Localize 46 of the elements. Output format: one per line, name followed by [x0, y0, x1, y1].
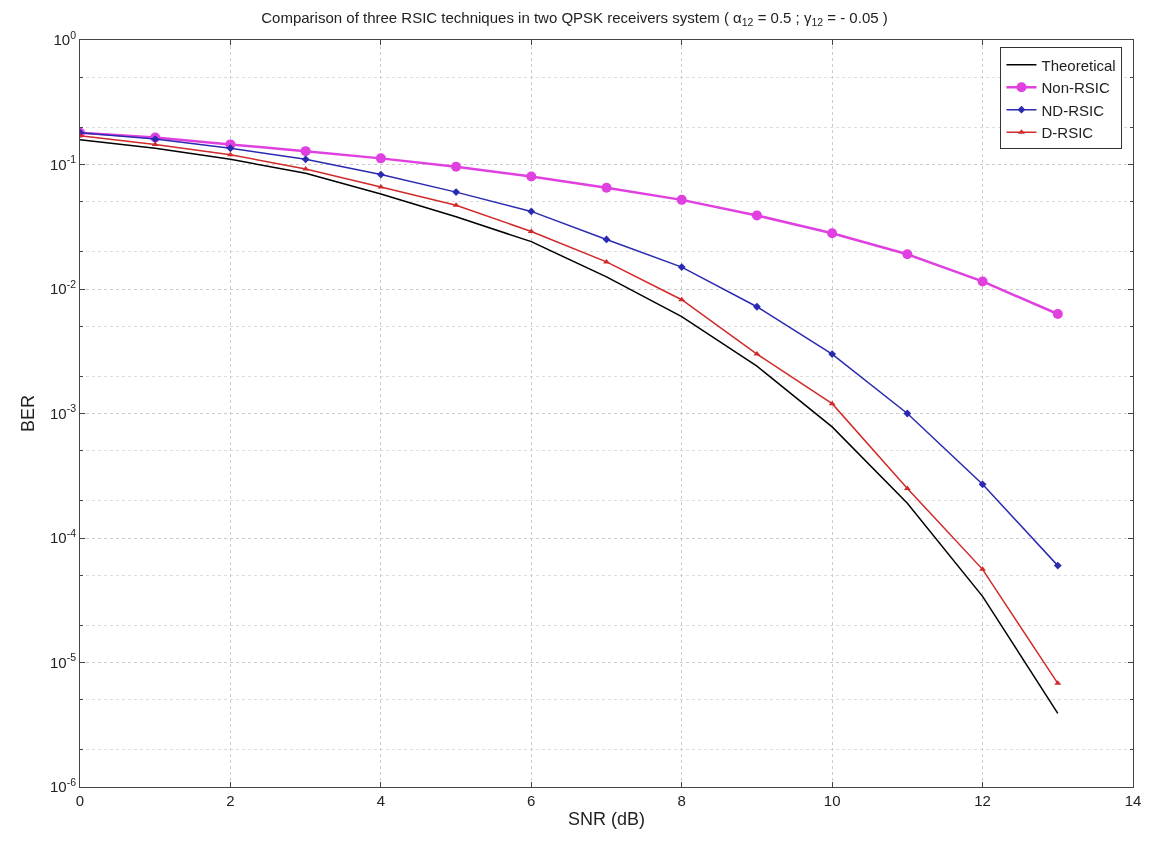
point [1053, 561, 1062, 570]
x-tick-label: 8 [677, 792, 686, 809]
x-axis-title: SNR (dB) [567, 809, 646, 830]
x-tick-label: 6 [527, 792, 536, 809]
point [1052, 308, 1063, 319]
point [226, 151, 234, 157]
point [452, 188, 460, 197]
point [753, 302, 761, 311]
point [978, 480, 987, 489]
y-tick-label: 10$^{-5}$ [49, 651, 77, 671]
y-tick-label: 10$^{-3}$ [49, 402, 77, 422]
y-tick-label: 10$^{-1}$ [49, 153, 77, 173]
point [301, 155, 310, 164]
point [451, 161, 462, 172]
point [902, 249, 913, 260]
point [676, 194, 687, 205]
y-tick-label: 10$^{-6}$ [49, 775, 77, 796]
point [977, 276, 988, 287]
x-tick-label: 0 [75, 792, 85, 809]
legend-label: D-RSIC [1041, 124, 1094, 142]
x-tick-label: 10 [823, 792, 841, 809]
point [601, 182, 612, 193]
y-tick-label: 10$^{0}$ [53, 28, 77, 49]
point [226, 144, 235, 153]
point [375, 153, 386, 164]
y-tick-label: 10$^{-2}$ [49, 277, 77, 298]
point [827, 228, 838, 239]
legend-label: Non-RSIC [1041, 79, 1110, 97]
point [828, 400, 836, 406]
point [828, 350, 837, 358]
point [677, 263, 686, 271]
x-tick-label: 2 [226, 792, 235, 809]
point [300, 146, 311, 157]
y-axis-title: BER [18, 394, 38, 433]
y-tick-label: 10$^{-4}$ [49, 526, 77, 547]
point [376, 170, 385, 179]
point [527, 207, 536, 216]
point [526, 171, 537, 182]
point [903, 409, 912, 418]
legend-label: ND-RSIC [1041, 101, 1105, 119]
chart-title: Comparison of three RSIC techniques in two QPSK receivers system ( α$_{12}$ = 0.5 ; γ$_{12}$ = - 0.05 ) [261, 9, 888, 29]
point [751, 210, 762, 221]
x-tick-label: 12 [974, 792, 991, 809]
legend-label: Theoretical [1041, 56, 1116, 74]
x-tick-label: 14 [1124, 792, 1142, 809]
x-tick-label: 4 [376, 792, 386, 809]
